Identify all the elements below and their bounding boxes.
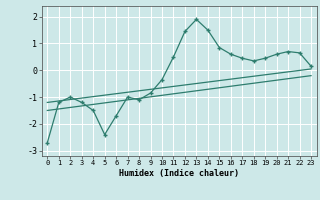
- X-axis label: Humidex (Indice chaleur): Humidex (Indice chaleur): [119, 169, 239, 178]
